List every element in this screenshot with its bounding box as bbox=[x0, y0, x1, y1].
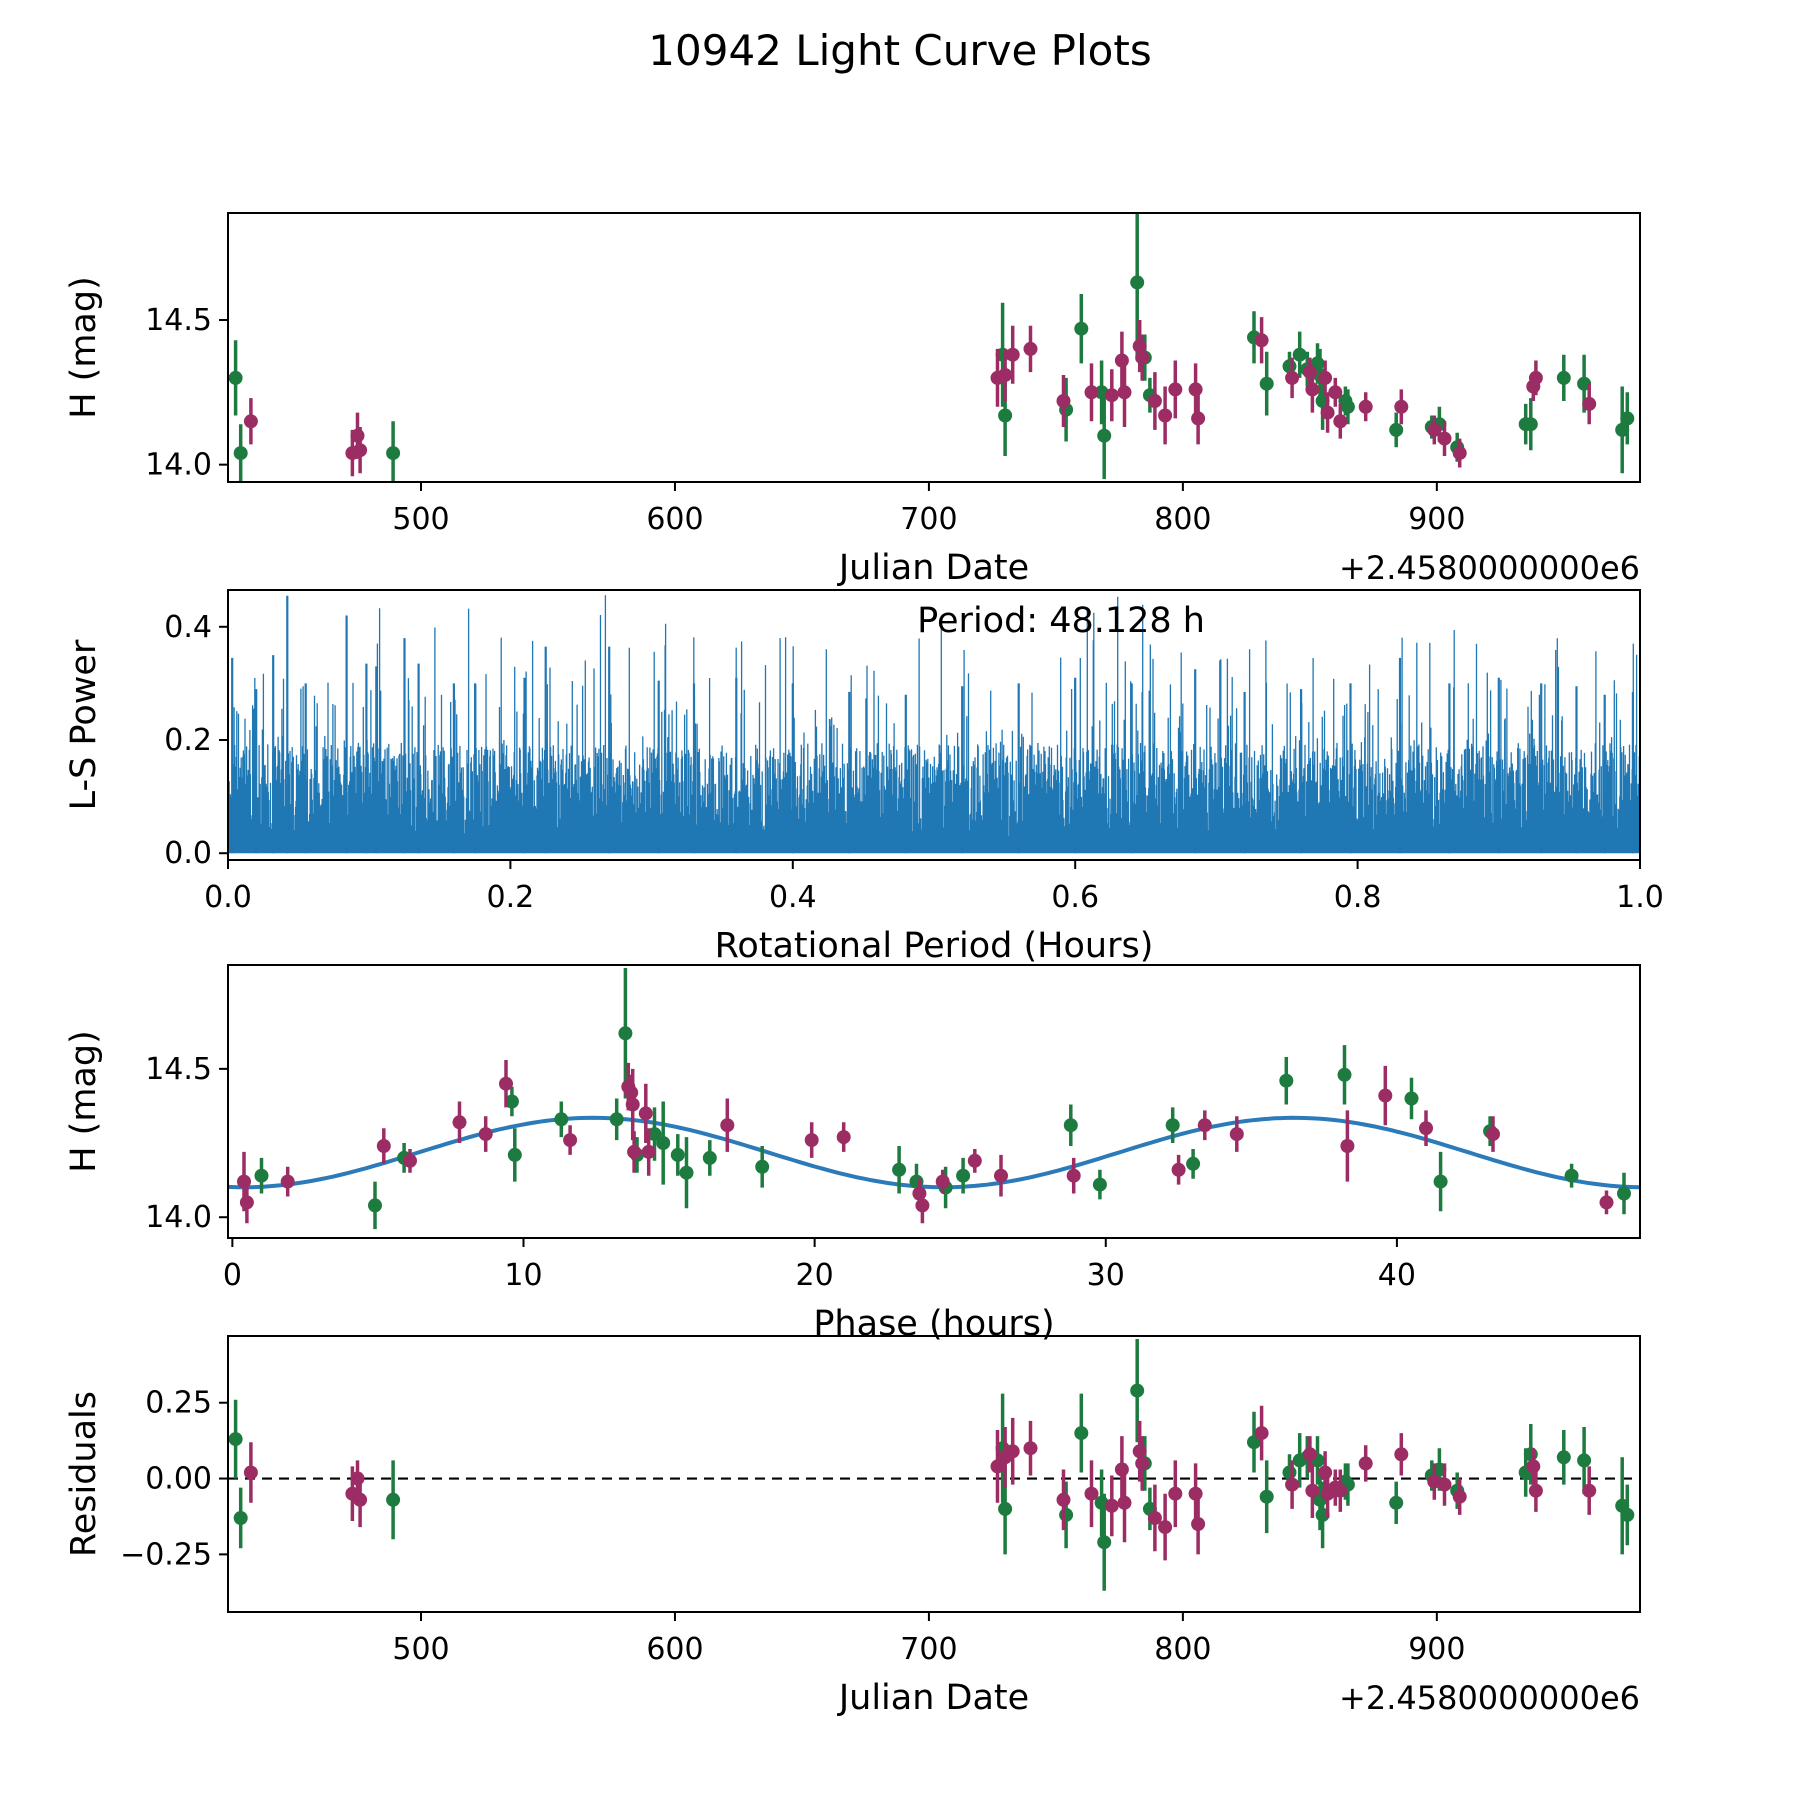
svg-text:0.25: 0.25 bbox=[145, 1386, 212, 1421]
markers-observations-purple bbox=[243, 333, 1597, 461]
sinusoid-fit-line bbox=[228, 1115, 1640, 1190]
period-annotation: Period: 48.128 h bbox=[917, 601, 1205, 641]
errorbars-observations-purple bbox=[249, 317, 1591, 477]
axes-frame-phased-lightcurve bbox=[227, 964, 1641, 1239]
xlabel-periodogram: Rotational Period (Hours) bbox=[715, 926, 1154, 966]
xlabel-jd-lightcurve: Julian Date bbox=[837, 548, 1029, 588]
xaxis-offset-jd-lightcurve: +2.4580000000e6 bbox=[1339, 549, 1640, 587]
xticks-residuals: 500 600 700 800 900 bbox=[392, 1612, 1465, 1667]
xticks-jd-lightcurve: 500 600 700 800 900 bbox=[392, 482, 1465, 537]
svg-text:900: 900 bbox=[1408, 502, 1465, 537]
svg-text:0.2: 0.2 bbox=[164, 723, 212, 758]
svg-text:600: 600 bbox=[646, 502, 703, 537]
svg-text:14.5: 14.5 bbox=[145, 303, 212, 338]
svg-text:700: 700 bbox=[900, 502, 957, 537]
axes-frame-jd-lightcurve bbox=[227, 212, 1641, 483]
svg-text:40: 40 bbox=[1378, 1258, 1416, 1293]
svg-text:30: 30 bbox=[1087, 1258, 1125, 1293]
yticks-jd-lightcurve: 14.0 14.5 bbox=[145, 303, 228, 483]
xticks-periodogram: 0.0 0.2 0.4 0.6 0.8 1.0 bbox=[204, 860, 1664, 915]
xlabel-residuals: Julian Date bbox=[837, 1678, 1029, 1718]
axes-frame-periodogram bbox=[227, 589, 1641, 861]
svg-text:700: 700 bbox=[900, 1632, 957, 1667]
svg-text:10: 10 bbox=[504, 1258, 542, 1293]
svg-text:500: 500 bbox=[392, 502, 449, 537]
svg-text:0.6: 0.6 bbox=[1051, 880, 1099, 915]
svg-text:600: 600 bbox=[646, 1632, 703, 1667]
markers-residuals-purple bbox=[243, 1426, 1597, 1535]
axes-periodogram: 0.0 0.2 0.4 0.6 0.8 1.0 0.0 0.2 0.4 Rotational Pe… bbox=[64, 589, 1664, 966]
markers-phased-purple bbox=[237, 1076, 1614, 1213]
svg-text:0.8: 0.8 bbox=[1334, 880, 1382, 915]
svg-text:1.0: 1.0 bbox=[1616, 880, 1664, 915]
periodogram-peaks bbox=[231, 595, 1634, 854]
ylabel-jd-lightcurve: H (mag) bbox=[64, 276, 104, 419]
plot-area-jd-lightcurve bbox=[228, 213, 1635, 482]
xaxis-offset-residuals: +2.4580000000e6 bbox=[1339, 1679, 1640, 1717]
errorbars-residuals-purple bbox=[249, 1405, 1591, 1561]
errorbars-residuals-green bbox=[233, 1339, 1630, 1591]
svg-text:0.2: 0.2 bbox=[487, 880, 535, 915]
xticks-phased-lightcurve: 0 10 20 30 40 bbox=[223, 1238, 1416, 1293]
axes-jd-lightcurve: 500 600 700 800 900 14.0 14.5 Julian Date +2.458… bbox=[64, 212, 1641, 588]
svg-text:0.4: 0.4 bbox=[164, 610, 212, 645]
yticks-residuals: −0.25 0.00 0.25 bbox=[120, 1386, 228, 1572]
svg-text:0: 0 bbox=[223, 1258, 242, 1293]
svg-text:0.0: 0.0 bbox=[164, 836, 212, 871]
yticks-phased-lightcurve: 14.0 14.5 bbox=[145, 1052, 228, 1235]
errorbars-observations-green bbox=[233, 213, 1630, 482]
svg-text:800: 800 bbox=[1154, 502, 1211, 537]
svg-text:14.0: 14.0 bbox=[145, 448, 212, 483]
markers-residuals-green bbox=[228, 1383, 1635, 1550]
figure-title: 10942 Light Curve Plots bbox=[648, 26, 1152, 75]
ylabel-phased-lightcurve: H (mag) bbox=[64, 1030, 104, 1173]
xlabel-phased-lightcurve: Phase (hours) bbox=[813, 1304, 1054, 1344]
svg-text:0.00: 0.00 bbox=[145, 1462, 212, 1497]
svg-text:−0.25: −0.25 bbox=[120, 1537, 212, 1572]
svg-text:500: 500 bbox=[392, 1632, 449, 1667]
svg-text:14.0: 14.0 bbox=[145, 1200, 212, 1235]
svg-text:0.0: 0.0 bbox=[204, 880, 252, 915]
axes-residuals: 500 600 700 800 900 −0.25 0.00 0.25 Julian Date +… bbox=[64, 1335, 1641, 1718]
markers-observations-green bbox=[228, 275, 1635, 461]
axes-frame-residuals bbox=[227, 1335, 1641, 1613]
svg-text:0.4: 0.4 bbox=[769, 880, 817, 915]
svg-text:800: 800 bbox=[1154, 1632, 1211, 1667]
ylabel-periodogram: L-S Power bbox=[64, 639, 104, 810]
svg-text:900: 900 bbox=[1408, 1632, 1465, 1667]
svg-text:14.5: 14.5 bbox=[145, 1052, 212, 1087]
yticks-periodogram: 0.0 0.2 0.4 bbox=[164, 610, 228, 871]
axes-phased-lightcurve: 0 10 20 30 40 14.0 14.5 Phase (hours) H (mag) bbox=[64, 964, 1641, 1344]
ylabel-residuals: Residuals bbox=[64, 1391, 104, 1557]
svg-text:20: 20 bbox=[796, 1258, 834, 1293]
plot-area-residuals bbox=[228, 1339, 1640, 1591]
plot-area-phased-lightcurve bbox=[228, 968, 1640, 1230]
